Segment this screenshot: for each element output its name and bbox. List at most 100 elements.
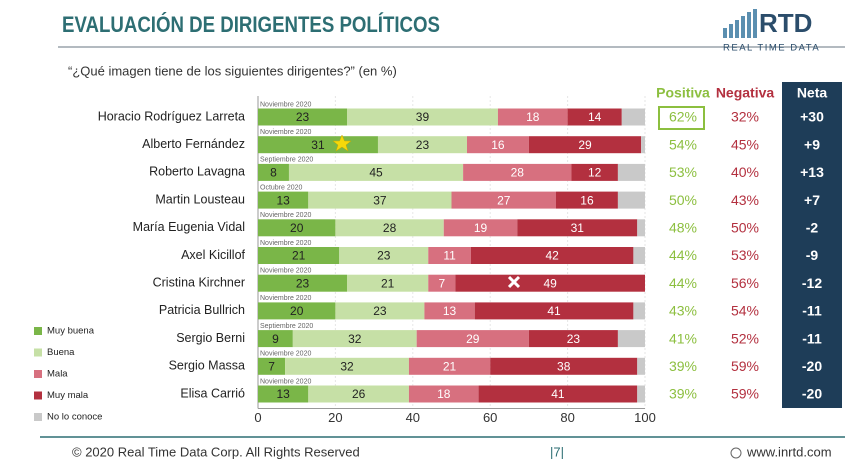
data-label: 23 xyxy=(377,249,391,263)
legend-swatch xyxy=(34,348,42,357)
page-number: |7| xyxy=(550,444,564,459)
bar-segment xyxy=(517,219,638,237)
legend-swatch xyxy=(34,413,42,421)
data-label: 20 xyxy=(290,304,304,318)
data-label: 32 xyxy=(348,332,362,346)
category-label: Axel Kicillof xyxy=(181,248,245,262)
legend-swatch xyxy=(34,327,42,335)
column-value: 39% xyxy=(669,358,697,374)
data-label: 18 xyxy=(526,110,540,124)
legend-label: Muy buena xyxy=(47,326,95,337)
bar-segment xyxy=(567,108,622,126)
bar-segment xyxy=(347,108,498,126)
column-value: 43% xyxy=(731,192,759,208)
category-label: Horacio Rodríguez Larreta xyxy=(98,109,245,123)
bar-segment xyxy=(339,247,429,264)
bar-segment xyxy=(528,136,642,154)
column-value: +30 xyxy=(800,109,824,125)
column-value: +7 xyxy=(804,192,820,208)
bar-segment xyxy=(408,385,479,403)
data-label: 16 xyxy=(580,193,594,207)
column-value: 45% xyxy=(731,136,759,152)
web-icon xyxy=(730,447,742,459)
data-label: 39 xyxy=(416,110,430,124)
bar-segment xyxy=(258,247,340,264)
column-value: 53% xyxy=(731,247,759,263)
logo: RTD REAL TIME DATA xyxy=(723,8,820,54)
bar-segment xyxy=(428,247,471,264)
data-label: 13 xyxy=(276,387,290,401)
column-header: Negativa xyxy=(716,85,775,101)
data-label: 23 xyxy=(567,332,581,346)
bar-segment xyxy=(617,191,645,209)
column-value: 40% xyxy=(731,164,759,180)
data-label: 8 xyxy=(270,166,277,180)
bar-segment xyxy=(335,219,444,237)
data-label: 49 xyxy=(544,276,558,290)
date-label: Noviembre 2020 xyxy=(260,240,311,247)
bar-segment xyxy=(258,357,286,375)
column-value: -9 xyxy=(806,247,819,263)
website: www.inrtd.com xyxy=(746,444,832,459)
x-tick-label: 60 xyxy=(483,410,497,425)
x-tick-label: 80 xyxy=(560,410,574,425)
data-label: 29 xyxy=(578,138,592,152)
column-value: 50% xyxy=(731,220,759,236)
bar-segment xyxy=(637,357,645,375)
category-label: Elisa Carrió xyxy=(180,386,245,400)
category-label: Sergio Berni xyxy=(176,331,245,345)
brand: RTD xyxy=(759,8,812,38)
bar-segment xyxy=(474,302,634,320)
bar-segment xyxy=(258,302,336,320)
data-label: 13 xyxy=(276,193,290,207)
date-label: Noviembre 2020 xyxy=(260,378,311,385)
bar-segment xyxy=(285,357,409,375)
footer: © 2020 Real Time Data Corp. All Rights R… xyxy=(72,444,360,459)
data-label: 20 xyxy=(290,221,304,235)
data-label: 18 xyxy=(437,387,451,401)
column-value: -20 xyxy=(802,386,822,402)
data-label: 9 xyxy=(272,332,279,346)
data-label: 27 xyxy=(497,193,511,207)
column-value: 59% xyxy=(731,358,759,374)
bar-segment xyxy=(308,385,409,403)
data-label: 11 xyxy=(443,249,456,263)
data-label: 12 xyxy=(588,166,602,180)
column-value: 44% xyxy=(669,247,697,263)
x-tick-label: 100 xyxy=(634,410,656,425)
data-label: 23 xyxy=(416,138,430,152)
brand-sub: REAL TIME DATA xyxy=(723,43,820,54)
category-label: Sergio Massa xyxy=(169,359,245,373)
bar-segment xyxy=(258,274,348,292)
data-label: 31 xyxy=(311,138,325,152)
data-label: 13 xyxy=(443,304,457,318)
bar-segment xyxy=(478,385,638,403)
data-label: 26 xyxy=(352,387,366,401)
bar-segment xyxy=(292,330,417,348)
column-value: 56% xyxy=(731,275,759,291)
column-value: 41% xyxy=(669,330,697,346)
column-value: 39% xyxy=(669,386,697,402)
bar-segment xyxy=(258,108,348,126)
bar-segment xyxy=(571,163,618,181)
bar-segment xyxy=(555,191,618,209)
data-label: 45 xyxy=(369,166,383,180)
bar-segment xyxy=(617,330,645,348)
data-label: 29 xyxy=(466,332,480,346)
data-label: 23 xyxy=(296,276,310,290)
bar-segment xyxy=(633,302,645,320)
bar-segment xyxy=(443,219,518,237)
data-label: 16 xyxy=(491,138,505,152)
date-label: Noviembre 2020 xyxy=(260,295,311,302)
data-label: 21 xyxy=(443,359,457,373)
category-label: Roberto Lavagna xyxy=(149,165,245,179)
bar-segment xyxy=(637,219,645,237)
data-label: 41 xyxy=(551,387,565,401)
column-value: 62% xyxy=(669,109,697,125)
x-tick-label: 0 xyxy=(254,410,261,425)
data-label: 32 xyxy=(340,359,354,373)
bar-segment xyxy=(428,274,456,292)
column-value: 59% xyxy=(731,386,759,402)
bar-segment xyxy=(258,163,289,181)
